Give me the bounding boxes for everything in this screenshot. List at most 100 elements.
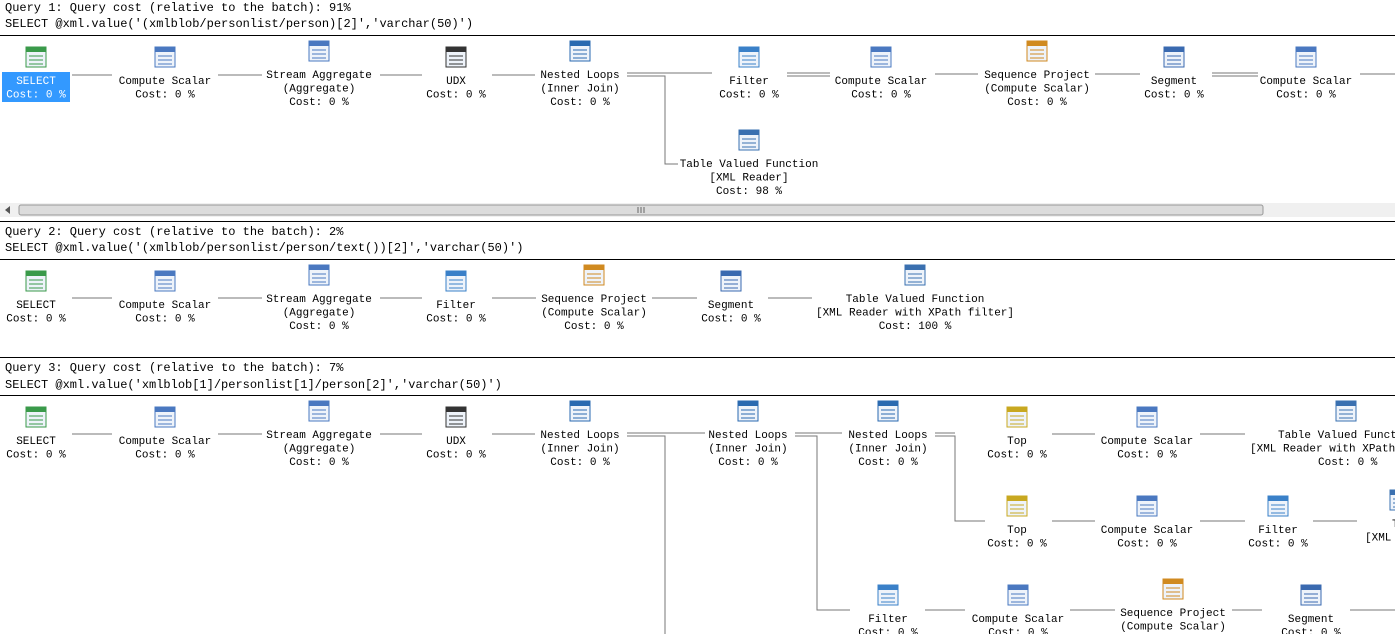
icon-lines — [312, 409, 326, 419]
icon-lines — [312, 273, 326, 283]
operator-name: Stream Aggregate — [266, 70, 372, 82]
operator-icon — [737, 400, 759, 422]
operator-detail: Cost: 98 % — [716, 186, 782, 198]
icon-lines — [449, 279, 463, 289]
operator-name: SELECT — [16, 436, 56, 448]
operator-name: Top — [1007, 525, 1027, 537]
operator-icon — [154, 406, 176, 428]
icon-band — [739, 130, 759, 135]
operator-detail: Cost: 0 % — [135, 89, 195, 101]
operator-icon — [25, 406, 47, 428]
operator-detail: (Inner Join) — [848, 443, 927, 455]
icon-lines — [1030, 49, 1044, 59]
icon-band — [309, 41, 329, 46]
operator-icon — [1007, 584, 1029, 606]
operator-detail: (Aggregate) — [283, 307, 356, 319]
operator-icon — [1006, 406, 1028, 428]
query-sql: SELECT @xml.value('xmlblob[1]/personlist… — [5, 378, 502, 392]
scrollbar[interactable] — [0, 203, 1395, 217]
icon-lines — [29, 279, 43, 289]
icon-band — [1296, 47, 1316, 52]
operator-detail: Cost: 0 % — [1318, 457, 1378, 469]
operator-detail: Cost: 0 % — [851, 89, 911, 101]
operator-detail: Cost: 0 % — [987, 449, 1047, 461]
operator-icon — [308, 264, 330, 286]
operator-name: Compute Scalar — [119, 300, 211, 312]
operator-icon — [1162, 578, 1184, 600]
icon-lines — [1140, 415, 1154, 425]
icon-band — [721, 271, 741, 276]
operator-detail: Cost: 0 % — [6, 89, 66, 101]
operator-icon — [445, 46, 467, 68]
operator-detail: Cost: 0 % — [289, 321, 349, 333]
operator-icon — [870, 46, 892, 68]
icon-lines — [1271, 504, 1285, 514]
operator-icon — [583, 264, 605, 286]
operator-icon — [445, 270, 467, 292]
operator-name: Filter — [729, 76, 769, 88]
operator-icon — [1136, 495, 1158, 517]
operator-detail: (Inner Join) — [540, 443, 619, 455]
operator-name: Table Valued Function — [846, 294, 985, 306]
operator-name: Filter — [436, 300, 476, 312]
query-header: Query 3: Query cost (relative to the bat… — [5, 361, 344, 375]
operator-detail: Cost: 0 % — [550, 457, 610, 469]
icon-band — [1008, 585, 1028, 590]
operator-detail: Cost: 0 % — [719, 89, 779, 101]
operator-detail: [XML Reader with XPath — [1250, 443, 1395, 455]
operator-detail: Cost: 0 % — [1117, 449, 1177, 461]
icon-band — [1336, 401, 1356, 406]
operator-name: Sequence Project — [1120, 608, 1226, 620]
operator-detail: Cost: 0 % — [135, 449, 195, 461]
operator-icon — [738, 129, 760, 151]
operator-name: Filter — [868, 614, 908, 626]
operator-name: Compute Scalar — [119, 436, 211, 448]
scroll-left[interactable] — [5, 206, 10, 214]
icon-band — [446, 271, 466, 276]
query-header: Query 2: Query cost (relative to the bat… — [5, 225, 344, 239]
operator-icon — [1295, 46, 1317, 68]
icon-lines — [158, 415, 172, 425]
icon-band — [1137, 496, 1157, 501]
operator-detail: Cost: 0 % — [1117, 538, 1177, 550]
icon-band — [1268, 496, 1288, 501]
query-header: Query 1: Query cost (relative to the bat… — [5, 1, 351, 15]
icon-lines — [29, 415, 43, 425]
operator-name: Nested Loops — [848, 430, 927, 442]
operator-icon — [25, 270, 47, 292]
operator-icon — [877, 400, 899, 422]
operator-detail: Cost: 0 % — [858, 627, 918, 634]
operator-detail: [XML Reader with XPath filter] — [816, 307, 1014, 319]
operator-detail: Cost: 0 % — [564, 321, 624, 333]
icon-band — [878, 401, 898, 406]
icon-lines — [573, 49, 587, 59]
operator-detail: (Compute Scalar) — [1120, 621, 1226, 633]
icon-band — [570, 401, 590, 406]
icon-lines — [742, 138, 756, 148]
icon-lines — [1166, 587, 1180, 597]
icon-band — [1390, 490, 1395, 495]
operator-name: Stream Aggregate — [266, 430, 372, 442]
operator-name: Compute Scalar — [119, 76, 211, 88]
operator-detail: Cost: 0 % — [988, 627, 1048, 634]
operator-name: UDX — [446, 436, 466, 448]
icon-lines — [1010, 415, 1024, 425]
operator-name: Compute Scalar — [835, 76, 927, 88]
operator-detail: (Compute Scalar) — [541, 307, 647, 319]
operator-detail: Cost: 0 % — [718, 457, 778, 469]
icon-band — [739, 47, 759, 52]
operator-icon — [1267, 495, 1289, 517]
operator-detail: Cost: 0 % — [701, 313, 761, 325]
operator-name: Stream Aggregate — [266, 294, 372, 306]
icon-band — [871, 47, 891, 52]
operator-detail: Cost: 0 % — [6, 449, 66, 461]
icon-lines — [724, 279, 738, 289]
operator-name: Segment — [1288, 614, 1334, 626]
icon-lines — [29, 55, 43, 65]
icon-lines — [1299, 55, 1313, 65]
operator-detail: (Compute Scalar) — [984, 83, 1090, 95]
operator-icon — [25, 46, 47, 68]
icon-band — [1164, 47, 1184, 52]
operator-detail: [XML — [1365, 532, 1391, 544]
